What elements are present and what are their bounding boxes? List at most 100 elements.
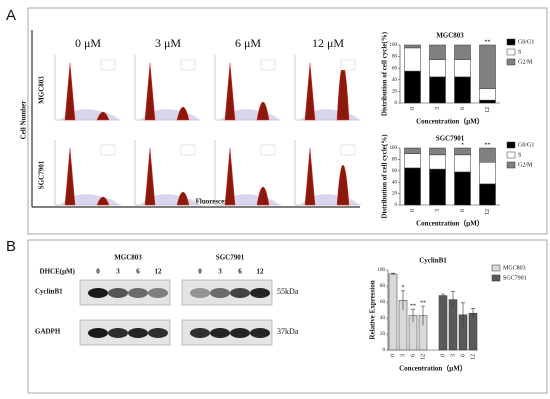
legend-swatch [506,161,516,169]
legend-label: G2/M [518,162,533,168]
legend-label: G0/G1 [518,39,534,45]
y-tick-label: 100 [390,43,398,48]
histogram-peak [224,62,270,121]
blot-band [190,328,210,338]
y-tick-label: 80 [380,284,386,289]
y-tick-label: 80 [392,55,398,60]
dose-label: 12 [155,268,163,276]
chart-title: CyclinB1 [419,257,447,265]
legend-swatch [506,141,516,149]
x-tick-label: 0 [410,209,416,212]
blot-band [230,288,250,298]
bar-segment [429,168,446,206]
dose-label: 0 [198,268,202,276]
size-label: 55kDa [277,287,299,296]
cell-line-label: SGC7901 [216,254,245,262]
significance: * [402,285,405,291]
dose-label: 12 [257,268,265,276]
blot-band [250,328,270,338]
y-tick-label: 20 [380,332,386,337]
panel-label: B [6,238,16,255]
legend-label: G2/M [518,59,533,65]
histogram-legend [260,144,276,156]
dose-label: 0 [96,268,100,276]
significance: * [461,142,464,148]
y-tick-label: 80 [392,158,398,163]
error-bar [391,272,395,275]
y-tick-label: 0 [383,348,386,353]
legend-swatch [506,48,516,56]
error-bar [451,291,455,308]
histogram-legend [180,144,196,156]
y-tick-label: 40 [392,78,398,83]
x-tick-label: 12 [470,354,476,360]
legend-label: MGC803 [503,265,526,271]
error-bar [441,293,445,298]
bar-segment [404,70,421,104]
bar-segment [429,147,446,156]
significance: ** [410,304,416,310]
bar-segment [404,47,421,72]
histogram-legend [340,144,356,156]
y-tick-label: 60 [392,169,398,174]
y-label: Distribution of cell cycle(%) [381,134,389,219]
legend-label: SGC7901 [503,275,527,281]
column-label: 0 μM [75,36,101,50]
histogram-peak [64,62,110,121]
bar-segment [429,44,446,60]
bar-segment [454,59,471,78]
histogram-peak [304,147,350,206]
y-tick-label: 0 [395,203,398,208]
chart-title: SGC7901 [436,135,465,143]
blot-band [210,328,230,338]
histogram-peak [224,147,270,206]
bar-segment [404,153,421,169]
blot-band [148,288,168,298]
x-tick-label: 3 [435,209,441,212]
legend-label: G0/G1 [518,142,534,148]
bar-segment [429,76,446,104]
y-tick-label: 100 [390,146,398,151]
legend-swatch [506,151,516,159]
x-tick-label: 0 [390,354,396,357]
y-label: Distribution of cell cycle(%) [381,31,389,116]
y-tick-label: 40 [392,180,398,185]
x-tick-label: 3 [435,107,441,110]
column-label: 6 μM [235,36,261,50]
legend-label: S [518,49,521,55]
size-label: 37kDa [277,327,299,336]
x-tick-label: 6 [460,209,466,212]
bar-segment [479,183,496,206]
histogram-legend [100,59,116,71]
y-tick-label: 100 [378,268,386,273]
y-tick-label: 0 [395,101,398,106]
bar [388,273,398,351]
row-label: MGC803 [38,76,46,104]
x-tick-label: 12 [420,354,426,360]
blot-band [108,288,128,298]
protein-label: CyclinB1 [35,288,63,296]
histogram-legend [100,144,116,156]
bar-segment [404,44,421,49]
y-tick-label: 60 [392,66,398,71]
dose-label: 3 [116,268,120,276]
x-tick-label: 12 [485,209,491,215]
bar-segment [454,154,471,173]
panel-b-frame [27,239,548,394]
histogram-peak [144,62,190,121]
legend-swatch [491,264,501,272]
histogram-peak [64,147,110,206]
error-bar [461,302,465,327]
column-label: 12 μM [312,36,344,50]
bar-segment [479,44,496,89]
blot-band [210,288,230,298]
x-tick-label: 6 [410,354,416,357]
histogram-legend [180,59,196,71]
bar-segment [479,99,496,104]
bar-segment [479,162,496,185]
blot-band [230,328,250,338]
bar-segment [404,147,421,154]
histogram-peak [144,147,190,206]
legend-swatch [491,274,501,282]
y-tick-label: 20 [392,90,398,95]
